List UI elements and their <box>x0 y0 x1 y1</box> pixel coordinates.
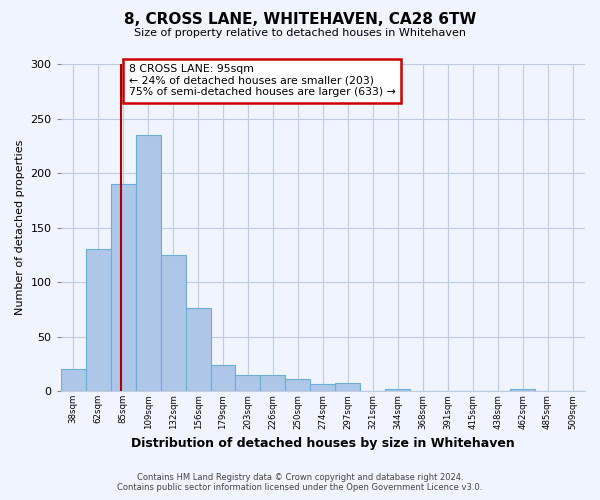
Text: Size of property relative to detached houses in Whitehaven: Size of property relative to detached ho… <box>134 28 466 38</box>
Bar <box>235 374 260 391</box>
Bar <box>136 135 161 391</box>
Bar <box>260 374 286 391</box>
Bar <box>510 389 535 391</box>
Text: 8 CROSS LANE: 95sqm
← 24% of detached houses are smaller (203)
75% of semi-detac: 8 CROSS LANE: 95sqm ← 24% of detached ho… <box>128 64 395 97</box>
Bar <box>310 384 335 391</box>
Bar <box>110 184 136 391</box>
Text: 8, CROSS LANE, WHITEHAVEN, CA28 6TW: 8, CROSS LANE, WHITEHAVEN, CA28 6TW <box>124 12 476 28</box>
Bar <box>185 308 211 391</box>
Bar <box>161 255 185 391</box>
Bar <box>61 369 86 391</box>
Text: Contains HM Land Registry data © Crown copyright and database right 2024.
Contai: Contains HM Land Registry data © Crown c… <box>118 473 482 492</box>
Bar <box>86 250 110 391</box>
Bar <box>335 384 361 391</box>
Y-axis label: Number of detached properties: Number of detached properties <box>15 140 25 315</box>
Bar <box>286 379 310 391</box>
Bar <box>211 365 235 391</box>
Bar <box>385 389 410 391</box>
X-axis label: Distribution of detached houses by size in Whitehaven: Distribution of detached houses by size … <box>131 437 515 450</box>
